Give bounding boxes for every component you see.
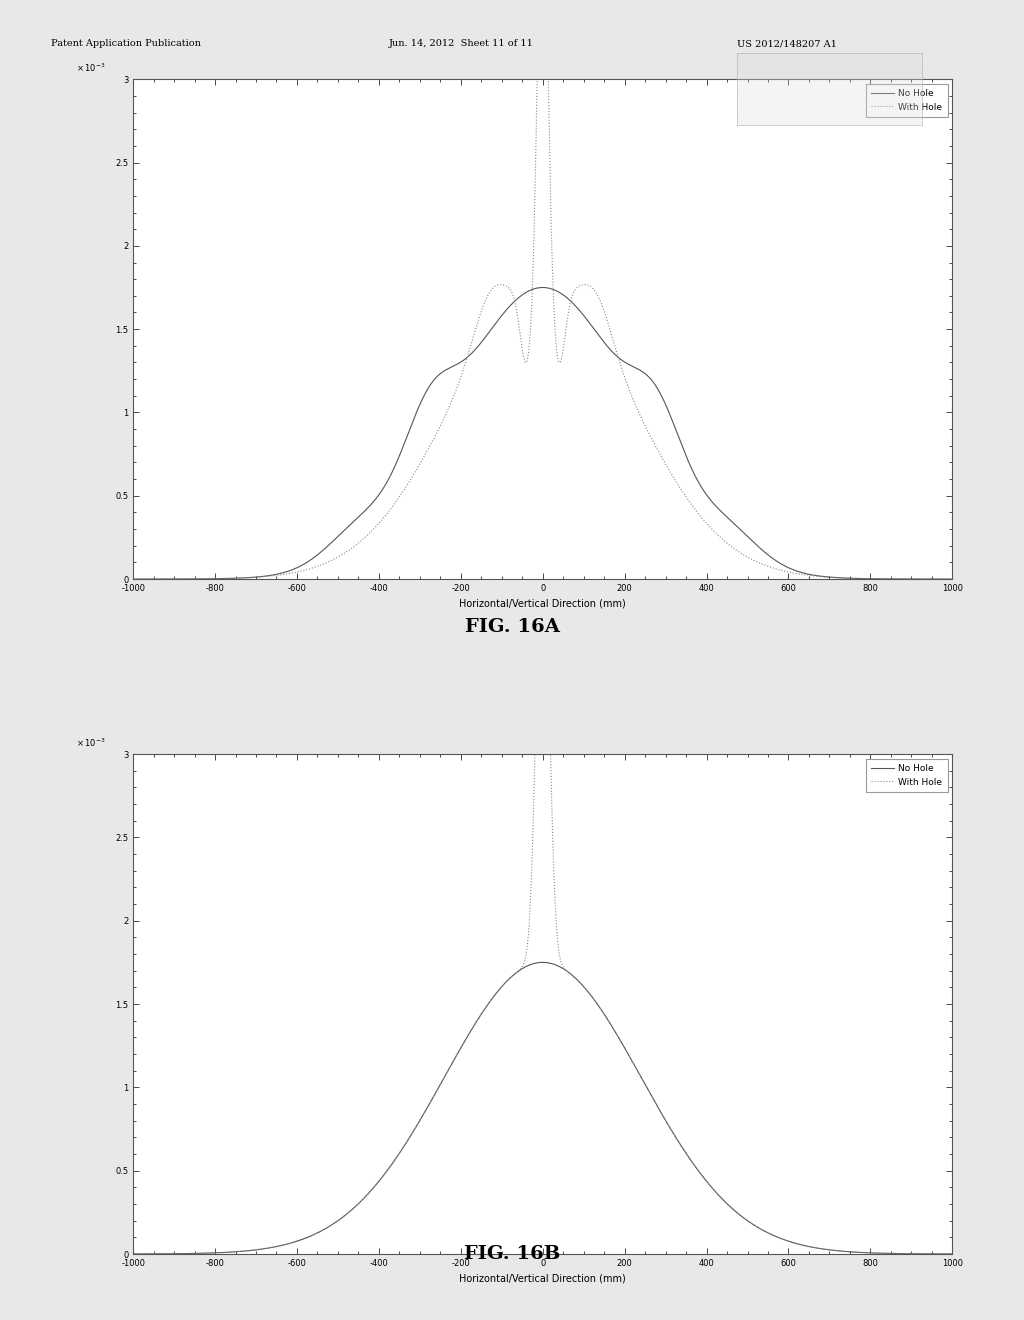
No Hole bbox=[127, 1246, 139, 1262]
With Hole bbox=[659, 1113, 672, 1129]
Text: Jun. 14, 2012  Sheet 11 of 11: Jun. 14, 2012 Sheet 11 of 11 bbox=[389, 40, 534, 49]
Text: US 2012/148207 A1: US 2012/148207 A1 bbox=[737, 40, 838, 49]
No Hole bbox=[618, 354, 631, 370]
No Hole bbox=[946, 1246, 958, 1262]
With Hole bbox=[537, 483, 549, 499]
No Hole bbox=[659, 1113, 672, 1129]
With Hole bbox=[946, 572, 958, 587]
With Hole bbox=[440, 405, 453, 421]
No Hole bbox=[275, 565, 288, 581]
No Hole bbox=[801, 566, 813, 582]
Text: Patent Application Publication: Patent Application Publication bbox=[51, 40, 201, 49]
With Hole bbox=[946, 1246, 958, 1262]
Text: FIG. 16A: FIG. 16A bbox=[465, 618, 559, 636]
Line: With Hole: With Hole bbox=[133, 0, 952, 579]
Line: No Hole: No Hole bbox=[133, 962, 952, 1254]
No Hole bbox=[946, 572, 958, 587]
No Hole bbox=[801, 1238, 813, 1254]
X-axis label: Horizontal/Vertical Direction (mm): Horizontal/Vertical Direction (mm) bbox=[460, 1274, 626, 1283]
With Hole bbox=[801, 568, 813, 583]
No Hole bbox=[537, 954, 549, 970]
No Hole bbox=[618, 1040, 631, 1056]
With Hole bbox=[275, 566, 288, 582]
No Hole bbox=[440, 362, 453, 378]
Text: FIG. 16B: FIG. 16B bbox=[464, 1245, 560, 1263]
Text: $\times\,10^{-3}$: $\times\,10^{-3}$ bbox=[76, 62, 105, 74]
Line: No Hole: No Hole bbox=[133, 288, 952, 579]
Legend: No Hole, With Hole: No Hole, With Hole bbox=[866, 759, 948, 792]
No Hole bbox=[738, 1210, 751, 1226]
Legend: No Hole, With Hole: No Hole, With Hole bbox=[866, 83, 948, 117]
No Hole bbox=[659, 397, 672, 413]
With Hole bbox=[801, 1238, 813, 1254]
No Hole bbox=[127, 572, 139, 587]
With Hole bbox=[127, 572, 139, 587]
No Hole bbox=[537, 280, 549, 296]
With Hole bbox=[618, 370, 631, 385]
Text: $\times\,10^{-3}$: $\times\,10^{-3}$ bbox=[76, 737, 105, 748]
With Hole bbox=[440, 1067, 453, 1082]
With Hole bbox=[659, 457, 672, 473]
Line: With Hole: With Hole bbox=[133, 491, 952, 1254]
With Hole bbox=[275, 1237, 288, 1253]
No Hole bbox=[440, 1067, 453, 1082]
With Hole bbox=[127, 1246, 139, 1262]
With Hole bbox=[618, 1040, 631, 1056]
No Hole bbox=[738, 525, 751, 541]
No Hole bbox=[275, 1237, 288, 1253]
With Hole bbox=[738, 1210, 751, 1226]
X-axis label: Horizontal/Vertical Direction (mm): Horizontal/Vertical Direction (mm) bbox=[460, 598, 626, 609]
With Hole bbox=[738, 548, 751, 564]
